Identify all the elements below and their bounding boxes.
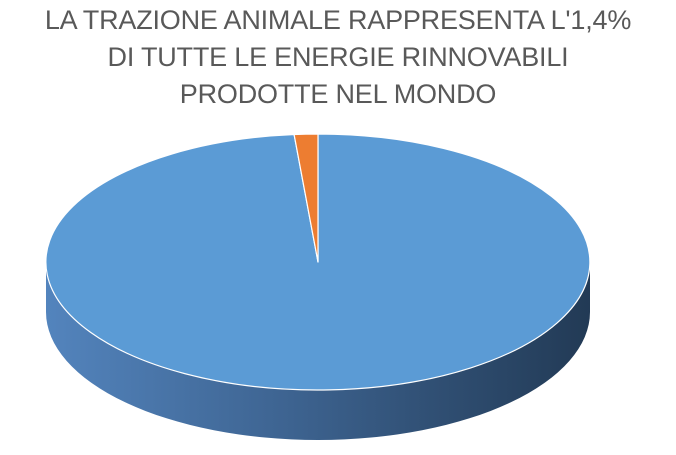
pie-side-wall — [46, 262, 590, 440]
pie-depth-side — [46, 262, 590, 440]
chart-title: LA TRAZIONE ANIMALE RAPPRESENTA L'1,4% D… — [44, 5, 632, 109]
pie-slice-2 — [293, 133, 319, 263]
pie-top — [45, 133, 591, 391]
